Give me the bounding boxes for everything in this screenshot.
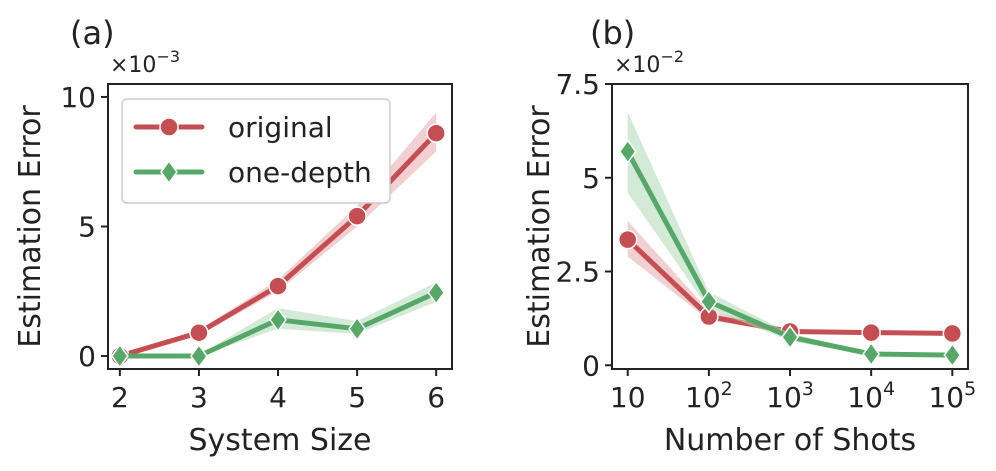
x-tick-label: 5 xyxy=(348,381,366,414)
axis-multiplier: ×10−3 xyxy=(110,47,180,78)
data-point-one-depth xyxy=(110,343,129,369)
x-tick-label: 3 xyxy=(190,381,208,414)
data-point-one-depth xyxy=(618,139,637,164)
x-tick-exponent: 5 xyxy=(964,378,976,400)
y-tick-label: 10 xyxy=(60,81,96,114)
x-tick-label: 103 xyxy=(766,378,814,414)
panel-label: (a) xyxy=(70,14,115,52)
x-tick-label: 6 xyxy=(427,381,445,414)
data-point-one-depth xyxy=(862,341,881,367)
data-point-one-depth xyxy=(943,342,962,368)
data-point-original xyxy=(268,276,288,296)
data-point-one-depth xyxy=(190,343,208,369)
x-tick-exponent: 2 xyxy=(721,378,733,400)
data-point-original xyxy=(347,206,367,226)
x-tick-label: 105 xyxy=(928,378,976,414)
multiplier-base: ×10 xyxy=(110,53,156,78)
data-point-original xyxy=(942,323,963,344)
x-axis-label: Number of Shots xyxy=(664,423,916,458)
x-tick-label: 104 xyxy=(847,378,895,414)
multiplier-base: ×10 xyxy=(614,53,660,78)
x-tick-base: 10 xyxy=(847,381,883,414)
y-tick-label: 5 xyxy=(78,211,96,244)
data-point-one-depth xyxy=(781,324,799,350)
y-tick-label: 2.5 xyxy=(555,256,600,289)
data-point-one-depth xyxy=(269,307,287,333)
x-tick-base: 10 xyxy=(766,381,802,414)
x-tick-base: 10 xyxy=(685,381,721,414)
y-tick-label: 5 xyxy=(582,162,600,195)
x-tick-label: 4 xyxy=(269,381,287,414)
panel-label: (b) xyxy=(590,14,635,52)
x-tick-exponent: 4 xyxy=(883,378,895,400)
y-axis-label: Estimation Error xyxy=(522,105,557,348)
x-tick-base: 3 xyxy=(190,381,208,414)
data-point-original xyxy=(426,123,446,143)
panel-a: (a)×10−3 2 3 4 5 6 0 5 10 System Size Estimation E… xyxy=(13,14,453,458)
legend-marker-one-depth xyxy=(160,159,178,185)
data-point-one-depth xyxy=(699,289,718,314)
data-point-original xyxy=(617,229,638,250)
x-tick-label: 2 xyxy=(111,381,129,414)
axis-multiplier: ×10−2 xyxy=(614,47,684,78)
x-tick-label: 10 xyxy=(610,381,646,414)
y-axis-label: Estimation Error xyxy=(13,105,48,348)
x-tick-exponent: 3 xyxy=(802,378,814,400)
data-point-original xyxy=(861,322,881,343)
y-tick-label: 0 xyxy=(78,340,96,373)
x-axis-label: System Size xyxy=(189,423,372,458)
data-point-one-depth xyxy=(427,280,446,305)
x-tick-base: 10 xyxy=(610,381,646,414)
legend-label-original: original xyxy=(228,111,333,144)
legend-marker-original xyxy=(159,117,179,137)
multiplier-exponent: −2 xyxy=(660,47,684,66)
y-tick-label: 0 xyxy=(582,349,600,382)
multiplier-exponent: −3 xyxy=(156,47,180,66)
data-point-original xyxy=(189,322,209,343)
x-tick-base: 6 xyxy=(427,381,445,414)
x-tick-label: 102 xyxy=(685,378,733,414)
confidence-band-one-depth xyxy=(627,112,953,357)
legend: original one-depth xyxy=(121,98,391,204)
legend-label-one-depth: one-depth xyxy=(228,156,372,189)
x-tick-base: 4 xyxy=(269,381,287,414)
x-tick-base: 10 xyxy=(928,381,964,414)
x-tick-base: 5 xyxy=(348,381,366,414)
y-tick-label: 7.5 xyxy=(555,68,600,101)
data-point-one-depth xyxy=(348,316,367,342)
x-tick-base: 2 xyxy=(111,381,129,414)
